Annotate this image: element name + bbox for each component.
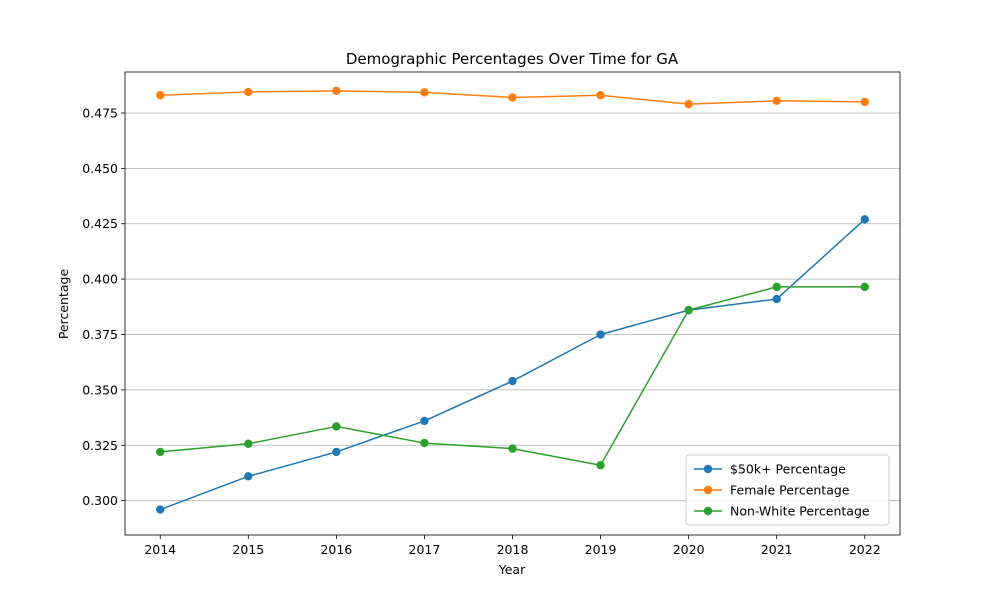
legend-item: Female Percentage (694, 483, 850, 498)
y-tick-label: 0.300 (82, 493, 118, 508)
data-point (332, 86, 341, 96)
x-tick-label: 2019 (585, 542, 617, 557)
data-point (156, 91, 165, 100)
data-point (244, 87, 253, 97)
legend-item: $50k+ Percentage (694, 462, 846, 477)
legend-box (685, 454, 890, 526)
plot-frame (124, 71, 901, 536)
y-tick-label: 0.450 (82, 161, 118, 176)
legend-item: Non-White Percentage (694, 504, 870, 519)
y-tick-label: 0.400 (82, 272, 118, 287)
data-point (332, 422, 341, 431)
y-tick-label: 0.325 (82, 438, 118, 453)
x-tick-label: 2021 (761, 542, 793, 557)
data-point (420, 438, 429, 448)
y-tick-label: 0.425 (82, 216, 118, 231)
data-point (772, 96, 781, 105)
data-point (156, 505, 165, 514)
data-point (860, 215, 869, 224)
legend-label: Non-White Percentage (730, 504, 870, 519)
x-tick-label: 2015 (232, 542, 264, 557)
y-tick-label: 0.350 (82, 382, 118, 397)
legend-label: $50k+ Percentage (730, 462, 846, 477)
x-tick-label: 2017 (409, 542, 441, 557)
data-point (508, 444, 517, 453)
legend: $50k+ Percentage Female Percentage Non-Whi… (685, 454, 890, 526)
x-tick-label: 2022 (849, 542, 881, 557)
data-point (684, 99, 693, 109)
chart-title: Demographic Percentages Over Time for GA (346, 50, 679, 68)
x-axis-label: Year (498, 562, 526, 577)
data-point (860, 97, 869, 107)
x-tick-label: 2018 (497, 542, 529, 557)
data-point (772, 294, 781, 304)
legend-swatch-marker (703, 464, 713, 474)
data-point (860, 282, 869, 292)
data-point (508, 376, 517, 386)
legend-swatch-marker (703, 506, 713, 516)
data-point (596, 461, 605, 470)
data-point (508, 93, 517, 102)
data-point (684, 305, 693, 315)
data-point (420, 88, 429, 97)
legend-swatch-marker (703, 485, 713, 495)
x-tick-label: 2016 (320, 542, 352, 557)
data-point (244, 472, 253, 481)
legend-label: Female Percentage (730, 483, 850, 498)
data-point (596, 330, 605, 339)
x-tick-label: 2014 (144, 542, 176, 557)
data-point (420, 416, 429, 426)
x-tick-label: 2020 (673, 542, 705, 557)
data-point (332, 447, 341, 457)
data-point (244, 439, 253, 448)
data-point (772, 282, 781, 292)
y-tick-label: 0.475 (82, 105, 118, 120)
data-point (596, 91, 605, 100)
y-axis-label: Percentage (56, 269, 71, 340)
data-point (156, 447, 165, 457)
series-layer (156, 86, 869, 514)
series-2 (156, 86, 869, 109)
y-tick-label: 0.375 (82, 327, 118, 342)
axes-layer: 0.300 0.325 0.350 0.375 0.400 0.425 0.450 0.475… (82, 71, 901, 557)
series-3 (156, 282, 869, 470)
